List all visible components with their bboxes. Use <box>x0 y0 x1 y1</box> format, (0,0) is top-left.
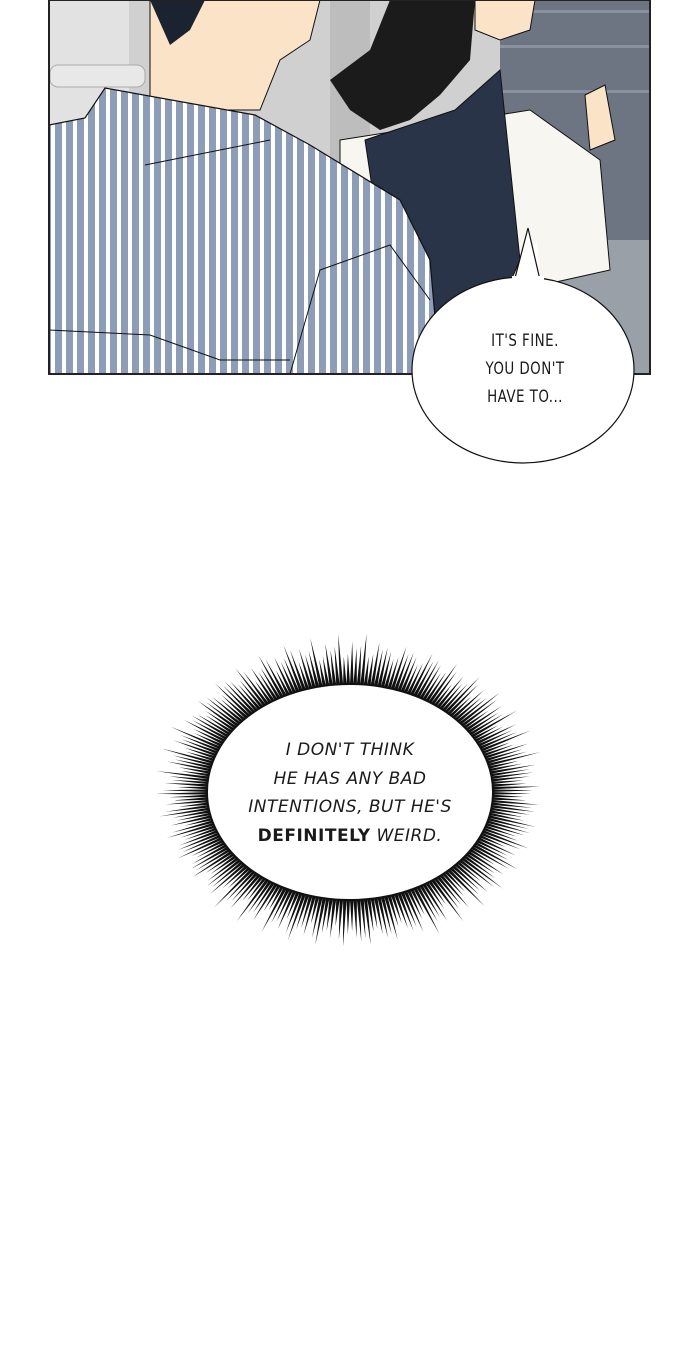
pipe <box>49 64 146 88</box>
bubble-line: DEFINITELY WEIRD. <box>220 822 480 851</box>
woman-face <box>474 0 536 41</box>
bubble-line: HE HAS ANY BAD <box>273 768 427 789</box>
woman-fist <box>584 84 616 151</box>
spiky-bubble-text: I DON'T THINK HE HAS ANY BAD INTENTIONS,… <box>220 736 480 850</box>
bubble-line: INTENTIONS, BUT HE'S <box>248 797 452 817</box>
woman-hair <box>330 0 475 130</box>
bubble-line: IT'S FINE. <box>491 331 559 351</box>
bubble-line: HAVE TO... <box>487 387 563 407</box>
emphasis-word: DEFINITELY <box>257 825 371 846</box>
comic-panel <box>49 0 650 374</box>
spiky-bubble-body <box>206 683 494 901</box>
bubble-line: YOU DON'T <box>485 359 565 379</box>
man-hair <box>150 0 205 45</box>
spike-rays <box>156 633 541 947</box>
spiky-bubble <box>156 633 541 947</box>
bubble-line: I DON'T THINK <box>285 740 415 760</box>
speech-bubble <box>411 227 635 464</box>
panel-border <box>48 0 651 375</box>
man-striped-shirt <box>49 87 441 374</box>
speech-bubble-text: IT'S FINE. YOU DON'T HAVE TO... <box>450 327 600 411</box>
bubble-line-rest: WEIRD. <box>370 825 443 846</box>
